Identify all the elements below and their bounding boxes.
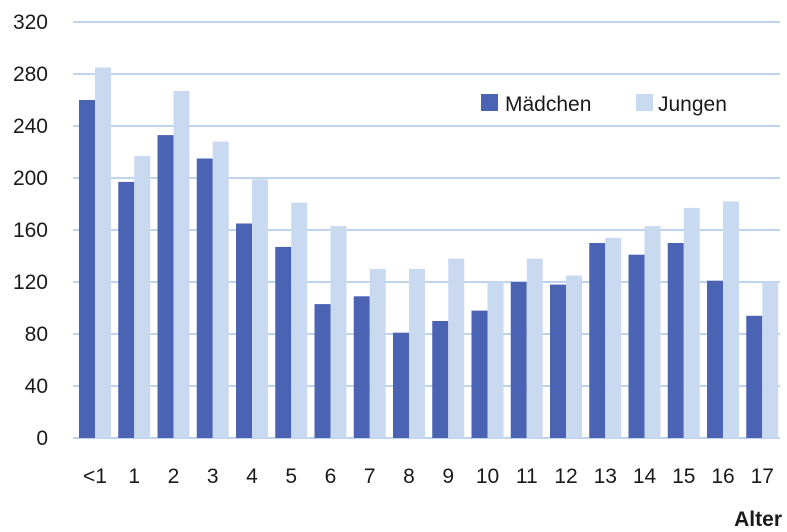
bar-jungen-16 bbox=[723, 201, 739, 438]
x-tick-label: 15 bbox=[672, 465, 695, 488]
x-tick-label: 6 bbox=[325, 465, 337, 488]
x-tick-label: 4 bbox=[246, 465, 258, 488]
x-axis-ticks: <1 1 2 3 4 5 6 7 8 9 10 11 12 13 14 15 16 17 bbox=[83, 465, 774, 488]
y-tick-label: 80 bbox=[25, 323, 48, 346]
legend-swatch-jungen bbox=[636, 94, 653, 111]
bar-maedchen-13 bbox=[589, 243, 606, 438]
x-tick-label: 14 bbox=[633, 465, 657, 488]
x-tick-label: 12 bbox=[554, 465, 577, 488]
y-tick-label: 40 bbox=[25, 375, 48, 398]
x-tick-label: 17 bbox=[751, 465, 774, 488]
bar-maedchen-8 bbox=[393, 332, 409, 438]
bar-maedchen-5 bbox=[275, 246, 292, 438]
bars bbox=[79, 67, 779, 439]
bar-maedchen-15 bbox=[667, 243, 684, 438]
bar-maedchen-1 bbox=[118, 181, 135, 438]
bar-maedchen-4 bbox=[236, 223, 252, 438]
bar-maedchen-2 bbox=[157, 135, 174, 438]
legend-label-maedchen: Mädchen bbox=[505, 93, 591, 116]
x-axis-label: Alter bbox=[734, 508, 782, 531]
y-tick-label: 120 bbox=[13, 271, 48, 294]
bar-maedchen-10 bbox=[471, 310, 488, 438]
x-tick-label: 1 bbox=[128, 465, 140, 488]
bar-maedchen-6 bbox=[314, 304, 331, 438]
x-tick-label: 8 bbox=[403, 465, 415, 488]
bar-maedchen-14 bbox=[628, 254, 645, 438]
y-axis-ticks: 0 40 80 120 160 200 240 280 320 bbox=[13, 11, 48, 450]
bar-maedchen-12 bbox=[550, 284, 566, 438]
bar-jungen-4 bbox=[252, 179, 268, 439]
bar-maedchen-0 bbox=[79, 100, 95, 438]
bar-jungen-13 bbox=[605, 237, 622, 438]
bar-maedchen-17 bbox=[746, 315, 763, 438]
bar-jungen-0 bbox=[95, 67, 111, 438]
bar-jungen-2 bbox=[173, 90, 190, 439]
y-tick-label: 240 bbox=[13, 115, 48, 138]
x-tick-label: 11 bbox=[516, 465, 538, 488]
x-tick-label: 13 bbox=[594, 465, 617, 488]
y-tick-label: 160 bbox=[13, 219, 48, 242]
bar-jungen-8 bbox=[409, 269, 425, 438]
bar-maedchen-7 bbox=[353, 296, 370, 438]
x-tick-label: 16 bbox=[711, 465, 734, 488]
bar-jungen-6 bbox=[330, 226, 347, 438]
x-tick-label: 9 bbox=[442, 465, 454, 488]
bar-jungen-11 bbox=[526, 258, 543, 438]
bar-jungen-17 bbox=[762, 282, 779, 438]
bar-maedchen-16 bbox=[707, 280, 723, 438]
bar-jungen-15 bbox=[683, 207, 700, 438]
y-tick-label: 320 bbox=[13, 11, 48, 34]
y-tick-label: 200 bbox=[13, 167, 48, 190]
legend-label-jungen: Jungen bbox=[658, 93, 727, 116]
x-tick-label: <1 bbox=[83, 465, 107, 488]
bar-maedchen-9 bbox=[432, 321, 449, 438]
y-tick-label: 0 bbox=[36, 427, 48, 450]
x-tick-label: 10 bbox=[476, 465, 499, 488]
y-tick-label: 280 bbox=[13, 63, 48, 86]
bar-jungen-12 bbox=[566, 275, 582, 438]
bar-jungen-7 bbox=[369, 269, 386, 438]
bar-jungen-10 bbox=[487, 282, 504, 438]
bar-maedchen-3 bbox=[196, 158, 213, 438]
x-tick-label: 5 bbox=[285, 465, 297, 488]
x-tick-label: 3 bbox=[207, 465, 219, 488]
legend: Mädchen Jungen bbox=[481, 93, 727, 116]
x-tick-label: 7 bbox=[364, 465, 376, 488]
bar-jungen-1 bbox=[134, 155, 151, 438]
bar-jungen-9 bbox=[448, 258, 465, 438]
bar-maedchen-11 bbox=[510, 282, 527, 438]
gridlines bbox=[73, 21, 780, 439]
bar-jungen-5 bbox=[291, 202, 308, 438]
x-tick-label: 2 bbox=[168, 465, 180, 488]
legend-swatch-maedchen bbox=[481, 94, 498, 111]
bar-jungen-3 bbox=[212, 141, 229, 438]
bar-jungen-14 bbox=[644, 226, 661, 438]
